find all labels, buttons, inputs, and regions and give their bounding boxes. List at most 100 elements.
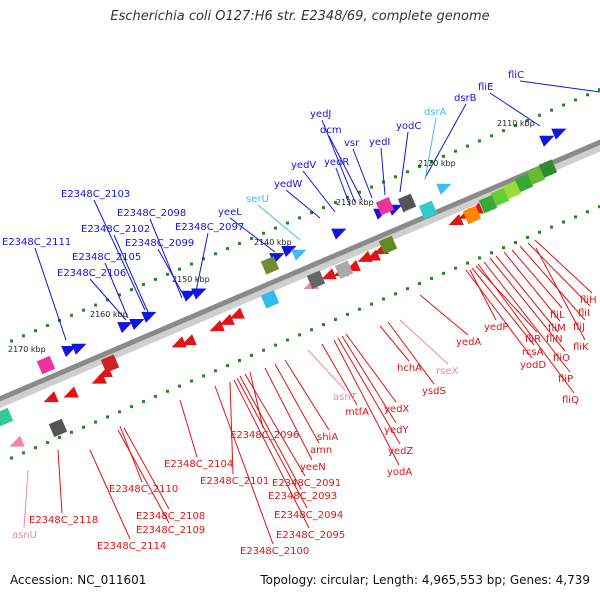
gene-label[interactable]: yedY bbox=[384, 425, 409, 436]
gene-label[interactable]: serU bbox=[246, 194, 269, 205]
gene-label[interactable]: yedX bbox=[384, 404, 409, 415]
gene-label[interactable]: E2348C_2101 bbox=[200, 476, 269, 487]
tick-dot bbox=[346, 312, 349, 316]
gene-label[interactable]: amn bbox=[310, 445, 332, 456]
gene-label[interactable]: E2348C_2111 bbox=[2, 237, 71, 248]
gene-label[interactable]: E2348C_2094 bbox=[274, 510, 343, 521]
reverse-gene-arrow bbox=[209, 320, 225, 332]
leader-line bbox=[149, 218, 183, 299]
tick-dot bbox=[286, 221, 289, 225]
leader-line bbox=[519, 245, 586, 321]
gene-label[interactable]: vsr bbox=[344, 138, 360, 149]
gene-label[interactable]: fliN bbox=[546, 334, 563, 345]
tick-dot bbox=[262, 231, 265, 235]
tick-dot bbox=[514, 124, 517, 128]
leader-line bbox=[511, 249, 563, 309]
gene-label[interactable]: yedZ bbox=[388, 446, 413, 457]
gene-label[interactable]: fliI bbox=[578, 308, 590, 319]
gene-label[interactable]: fliK bbox=[573, 342, 589, 353]
gene-features[interactable] bbox=[0, 123, 569, 452]
gene-label[interactable]: E2348C_2108 bbox=[136, 511, 205, 522]
gene-label[interactable]: fliM bbox=[548, 323, 566, 334]
gene-label[interactable]: shiA bbox=[317, 432, 338, 443]
gene-label[interactable]: yedI bbox=[369, 137, 390, 148]
gene-arrow-shape bbox=[281, 246, 297, 258]
gene-label[interactable]: hchA bbox=[397, 363, 422, 374]
gene-label[interactable]: yedV bbox=[291, 160, 316, 171]
gene-label[interactable]: fliE bbox=[478, 82, 493, 93]
gene-label[interactable]: E2348C_2118 bbox=[29, 515, 98, 526]
gene-label[interactable]: yedR bbox=[324, 157, 349, 168]
gene-label[interactable]: E2348C_2099 bbox=[125, 238, 194, 249]
gene-label[interactable]: yedA bbox=[456, 337, 481, 348]
gene-label[interactable]: fliL bbox=[550, 310, 565, 321]
gene-arrow-shape bbox=[171, 336, 187, 348]
gene-label[interactable]: E2348C_2106 bbox=[57, 268, 126, 279]
tick-dot bbox=[262, 348, 265, 352]
leader-line bbox=[527, 242, 591, 307]
gene-label[interactable]: yedJ bbox=[310, 109, 331, 120]
gene-label[interactable]: ysdS bbox=[422, 386, 446, 397]
gene-label[interactable]: yeeN bbox=[300, 462, 326, 473]
gene-label[interactable]: asnT bbox=[333, 392, 358, 403]
gene-label[interactable]: dsrB bbox=[454, 93, 477, 104]
gene-label[interactable]: E2348C_2097 bbox=[175, 222, 244, 233]
gene-label[interactable]: E2348C_2104 bbox=[164, 459, 233, 470]
gene-label[interactable]: yodA bbox=[387, 467, 412, 478]
gene-label[interactable]: rseX bbox=[436, 366, 458, 377]
tick-dot bbox=[46, 324, 49, 328]
tick-dot bbox=[274, 343, 277, 347]
gene-label[interactable]: fliC bbox=[508, 70, 524, 81]
gene-label[interactable]: yedP bbox=[484, 322, 508, 333]
gene-label[interactable]: dcm bbox=[320, 125, 342, 136]
gene-label[interactable]: fliP bbox=[558, 374, 573, 385]
gene-label[interactable]: fliH bbox=[580, 295, 597, 306]
forward-gene-arrow bbox=[129, 318, 145, 331]
gene-label[interactable]: E2348C_2114 bbox=[97, 541, 166, 552]
gene-label[interactable]: E2348C_2109 bbox=[136, 525, 205, 536]
leader-line bbox=[214, 385, 274, 545]
gene-label[interactable]: E2348C_2093 bbox=[268, 491, 337, 502]
tick-dot bbox=[370, 302, 373, 306]
gene-label[interactable]: E2348C_2091 bbox=[272, 478, 341, 489]
gene-label[interactable]: yodC bbox=[396, 121, 421, 132]
tick-dot bbox=[334, 317, 337, 321]
reverse-gene-arrow bbox=[43, 391, 59, 403]
gene-block-shape bbox=[306, 270, 326, 289]
forward-gene-arrow bbox=[551, 128, 567, 140]
gene-block-shape bbox=[260, 256, 280, 275]
gene-label[interactable]: E2348C_2095 bbox=[276, 530, 345, 541]
gene-label[interactable]: fliR bbox=[525, 334, 541, 345]
kbp-tick-label: 2150 kbp bbox=[172, 275, 210, 284]
gene-label[interactable]: asnU bbox=[12, 530, 37, 541]
forward-gene-arrow bbox=[181, 290, 197, 302]
gene-label[interactable]: E2348C_2102 bbox=[81, 224, 150, 235]
gene-label[interactable]: E2348C_2100 bbox=[240, 546, 309, 557]
gene-label[interactable]: E2348C_2098 bbox=[117, 208, 186, 219]
gene-label[interactable]: yodD bbox=[520, 360, 546, 371]
gene-block-shape bbox=[397, 193, 417, 212]
gene-block-shape bbox=[334, 260, 354, 279]
gene-label[interactable]: yeeL bbox=[218, 207, 242, 218]
gene-label[interactable]: fliJ bbox=[573, 322, 585, 333]
gene-label[interactable]: E2348C_2096 bbox=[230, 430, 299, 441]
gene-label[interactable]: rcsA bbox=[522, 347, 544, 358]
gene-label[interactable]: E2348C_2110 bbox=[109, 484, 178, 495]
gene-label[interactable]: fliQ bbox=[562, 395, 579, 406]
tick-dot bbox=[82, 425, 85, 429]
forward-gene-arrow bbox=[291, 249, 307, 261]
gene-label[interactable]: dsrA bbox=[424, 107, 447, 118]
forward-gene-arrow bbox=[281, 246, 297, 258]
gene-block bbox=[490, 187, 510, 207]
gene-label[interactable]: E2348C_2103 bbox=[61, 189, 130, 200]
genome-backbone bbox=[0, 139, 600, 402]
label-leaders bbox=[23, 80, 600, 545]
gene-block bbox=[478, 194, 498, 214]
gene-label[interactable]: fliO bbox=[553, 353, 570, 364]
gene-label[interactable]: E2348C_2105 bbox=[72, 252, 141, 263]
leader-line bbox=[274, 363, 320, 444]
gene-label[interactable]: mtfA bbox=[345, 407, 369, 418]
gene-label[interactable]: yedW bbox=[274, 179, 302, 190]
